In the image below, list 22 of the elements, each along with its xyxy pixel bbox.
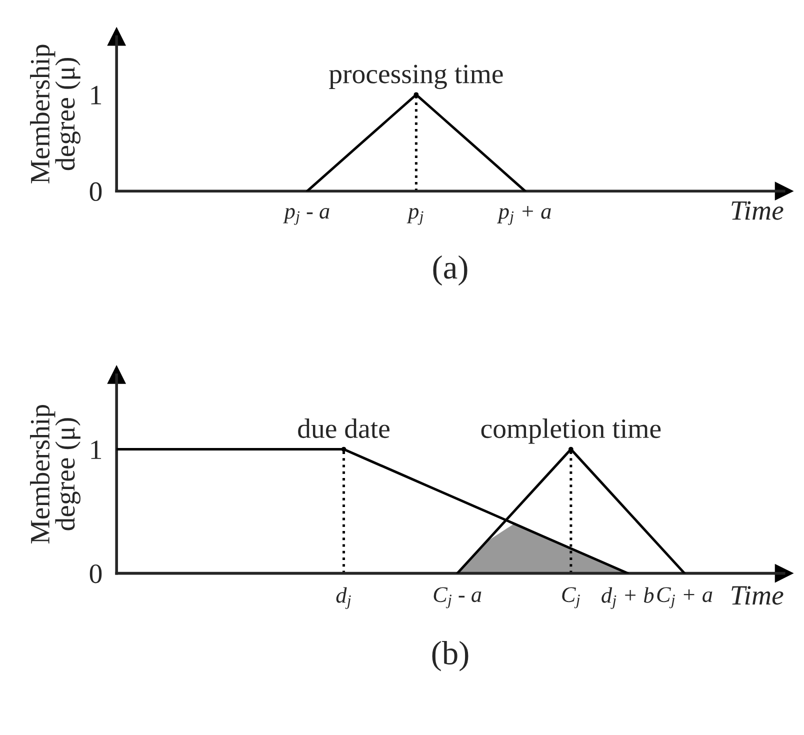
x-axis-title: Time <box>732 586 784 605</box>
x-tick-label: C$_{j}$ <box>562 587 580 608</box>
x-tick-label: d$_{j}$ + b <box>602 587 654 609</box>
x-tick-label: p$_{j}$ + a <box>497 206 551 225</box>
y-tick-label: 0 <box>90 182 102 202</box>
x-tick-label: p$_{j}$ <box>406 208 424 225</box>
y-axis-title: Membership degree (μ) <box>30 404 80 544</box>
y-axis-title: Membership degree (μ) <box>30 44 80 184</box>
x-tick-label: d$_{j}$ <box>336 587 351 609</box>
annotation: due date <box>298 418 390 438</box>
y-tick-label: 1 <box>91 440 102 459</box>
y-tick-label: 0 <box>90 564 102 584</box>
x-axis-title: Time <box>732 201 784 220</box>
x-tick-label: C$_{j}$ - a <box>434 587 482 608</box>
annotation: completion time <box>481 418 661 444</box>
annotation: processing time <box>329 64 503 90</box>
line-series <box>306 93 526 192</box>
x-tick-label: p$_{j}$ - a <box>283 208 330 225</box>
x-tick-label: C$_{j}$ + a <box>657 587 712 608</box>
text: (a) <box>433 255 468 286</box>
y-tick-label: 1 <box>91 86 102 104</box>
text: (b) <box>432 641 468 672</box>
